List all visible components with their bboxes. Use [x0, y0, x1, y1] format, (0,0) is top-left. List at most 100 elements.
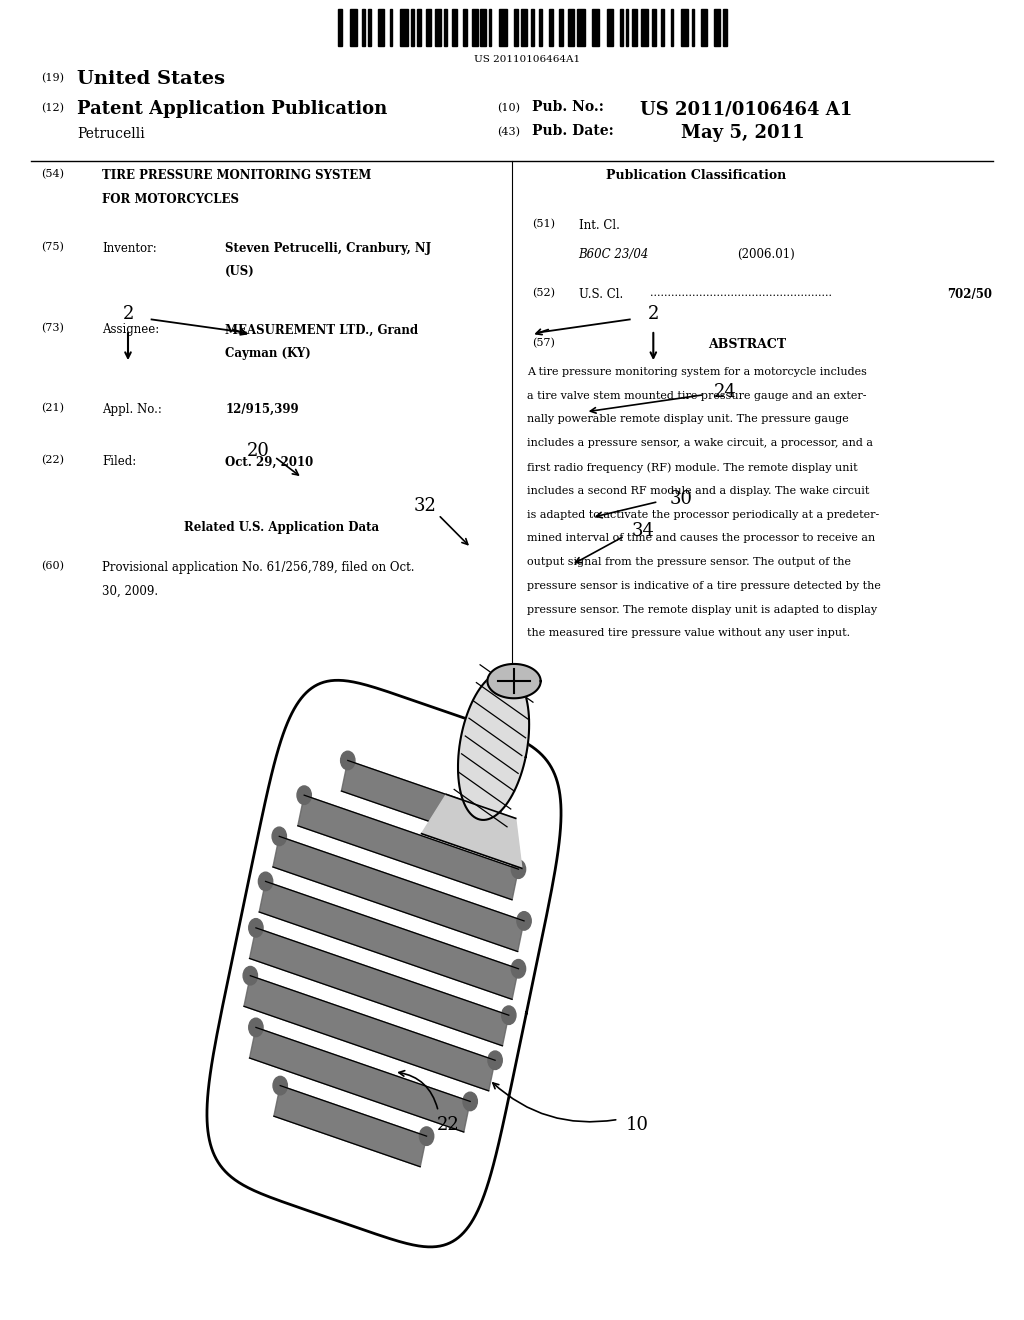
Text: 702/50: 702/50 [947, 288, 992, 301]
Circle shape [341, 751, 355, 770]
Bar [362, 9, 366, 46]
Text: Provisional application No. 61/256,789, filed on Oct.: Provisional application No. 61/256,789, … [102, 561, 415, 574]
Bar [443, 9, 447, 46]
Text: 32: 32 [414, 496, 436, 515]
Text: output signal from the pressure sensor. The output of the: output signal from the pressure sensor. … [527, 557, 851, 568]
Text: (52): (52) [532, 288, 555, 298]
Bar [472, 9, 477, 46]
Text: 22: 22 [437, 1115, 460, 1134]
Bar [723, 9, 727, 46]
Text: Inventor:: Inventor: [102, 242, 157, 255]
Bar [531, 9, 535, 46]
Text: (57): (57) [532, 338, 555, 348]
Polygon shape [298, 795, 518, 900]
Circle shape [273, 1076, 288, 1094]
Bar [633, 9, 637, 46]
Bar [488, 9, 492, 46]
Circle shape [502, 1006, 516, 1024]
Bar [452, 9, 457, 46]
Text: Pub. Date:: Pub. Date: [532, 124, 614, 139]
Text: first radio frequency (RF) module. The remote display unit: first radio frequency (RF) module. The r… [527, 462, 858, 473]
Text: 2: 2 [647, 305, 659, 323]
Text: 30, 2009.: 30, 2009. [102, 585, 159, 598]
Bar [338, 9, 342, 46]
Text: ABSTRACT: ABSTRACT [709, 338, 786, 351]
Bar [652, 9, 655, 46]
Bar [559, 9, 563, 46]
Text: (19): (19) [41, 73, 63, 83]
Bar [621, 9, 623, 46]
Bar [549, 9, 553, 46]
Bar [714, 9, 720, 46]
Text: (51): (51) [532, 219, 555, 230]
Bar [662, 9, 664, 46]
Bar [499, 9, 507, 46]
Circle shape [511, 859, 525, 878]
Text: ....................................................: ........................................… [650, 288, 833, 298]
Bar [400, 9, 408, 46]
Bar [540, 9, 542, 46]
Polygon shape [487, 664, 541, 698]
Polygon shape [244, 975, 495, 1090]
Text: (60): (60) [41, 561, 63, 572]
Bar [607, 9, 612, 46]
Text: 24: 24 [714, 383, 736, 401]
Text: (75): (75) [41, 242, 63, 252]
Polygon shape [259, 882, 518, 999]
Text: includes a pressure sensor, a wake circuit, a processor, and a: includes a pressure sensor, a wake circu… [527, 438, 873, 449]
Circle shape [420, 1127, 434, 1146]
Text: (22): (22) [41, 455, 63, 466]
Text: US 2011/0106464 A1: US 2011/0106464 A1 [640, 100, 852, 119]
Polygon shape [250, 1027, 470, 1133]
Text: (US): (US) [225, 265, 255, 279]
Text: 20: 20 [247, 442, 269, 461]
Text: 34: 34 [632, 521, 654, 540]
Bar [568, 9, 573, 46]
Text: pressure sensor. The remote display unit is adapted to display: pressure sensor. The remote display unit… [527, 605, 878, 615]
Text: 12/915,399: 12/915,399 [225, 403, 299, 416]
Text: Assignee:: Assignee: [102, 323, 160, 337]
Text: (10): (10) [497, 103, 519, 114]
Text: Appl. No.:: Appl. No.: [102, 403, 162, 416]
Text: Oct. 29, 2010: Oct. 29, 2010 [225, 455, 313, 469]
Bar [520, 9, 526, 46]
Bar [577, 9, 585, 46]
Text: MEASUREMENT LTD., Grand: MEASUREMENT LTD., Grand [225, 323, 419, 337]
Text: 10: 10 [626, 1115, 648, 1134]
Bar [691, 9, 693, 46]
Text: mined interval of time and causes the processor to receive an: mined interval of time and causes the pr… [527, 533, 876, 544]
Circle shape [272, 828, 287, 846]
Text: Publication Classification: Publication Classification [606, 169, 786, 182]
Bar [626, 9, 629, 46]
Text: (43): (43) [497, 127, 519, 137]
Text: the measured tire pressure value without any user input.: the measured tire pressure value without… [527, 628, 851, 639]
Bar [435, 9, 440, 46]
Bar [514, 9, 518, 46]
Text: (12): (12) [41, 103, 63, 114]
Text: TIRE PRESSURE MONITORING SYSTEM: TIRE PRESSURE MONITORING SYSTEM [102, 169, 372, 182]
Bar [671, 9, 674, 46]
Text: (73): (73) [41, 323, 63, 334]
Circle shape [249, 1018, 263, 1036]
Text: U.S. Cl.: U.S. Cl. [579, 288, 623, 301]
Text: includes a second RF module and a display. The wake circuit: includes a second RF module and a displa… [527, 486, 869, 496]
Text: (21): (21) [41, 403, 63, 413]
Bar [350, 9, 356, 46]
Text: US 20110106464A1: US 20110106464A1 [474, 55, 581, 65]
Bar [417, 9, 421, 46]
Text: A tire pressure monitoring system for a motorcycle includes: A tire pressure monitoring system for a … [527, 367, 867, 378]
Polygon shape [273, 837, 524, 952]
Circle shape [511, 960, 525, 978]
Circle shape [243, 966, 257, 985]
Text: FOR MOTORCYCLES: FOR MOTORCYCLES [102, 193, 240, 206]
Polygon shape [341, 760, 495, 842]
Bar [592, 9, 599, 46]
Text: May 5, 2011: May 5, 2011 [681, 124, 805, 143]
Bar [411, 9, 414, 46]
Bar [390, 9, 392, 46]
Circle shape [487, 1051, 502, 1069]
Polygon shape [207, 680, 561, 1247]
Bar [369, 9, 371, 46]
Text: Int. Cl.: Int. Cl. [579, 219, 620, 232]
Polygon shape [458, 672, 529, 820]
